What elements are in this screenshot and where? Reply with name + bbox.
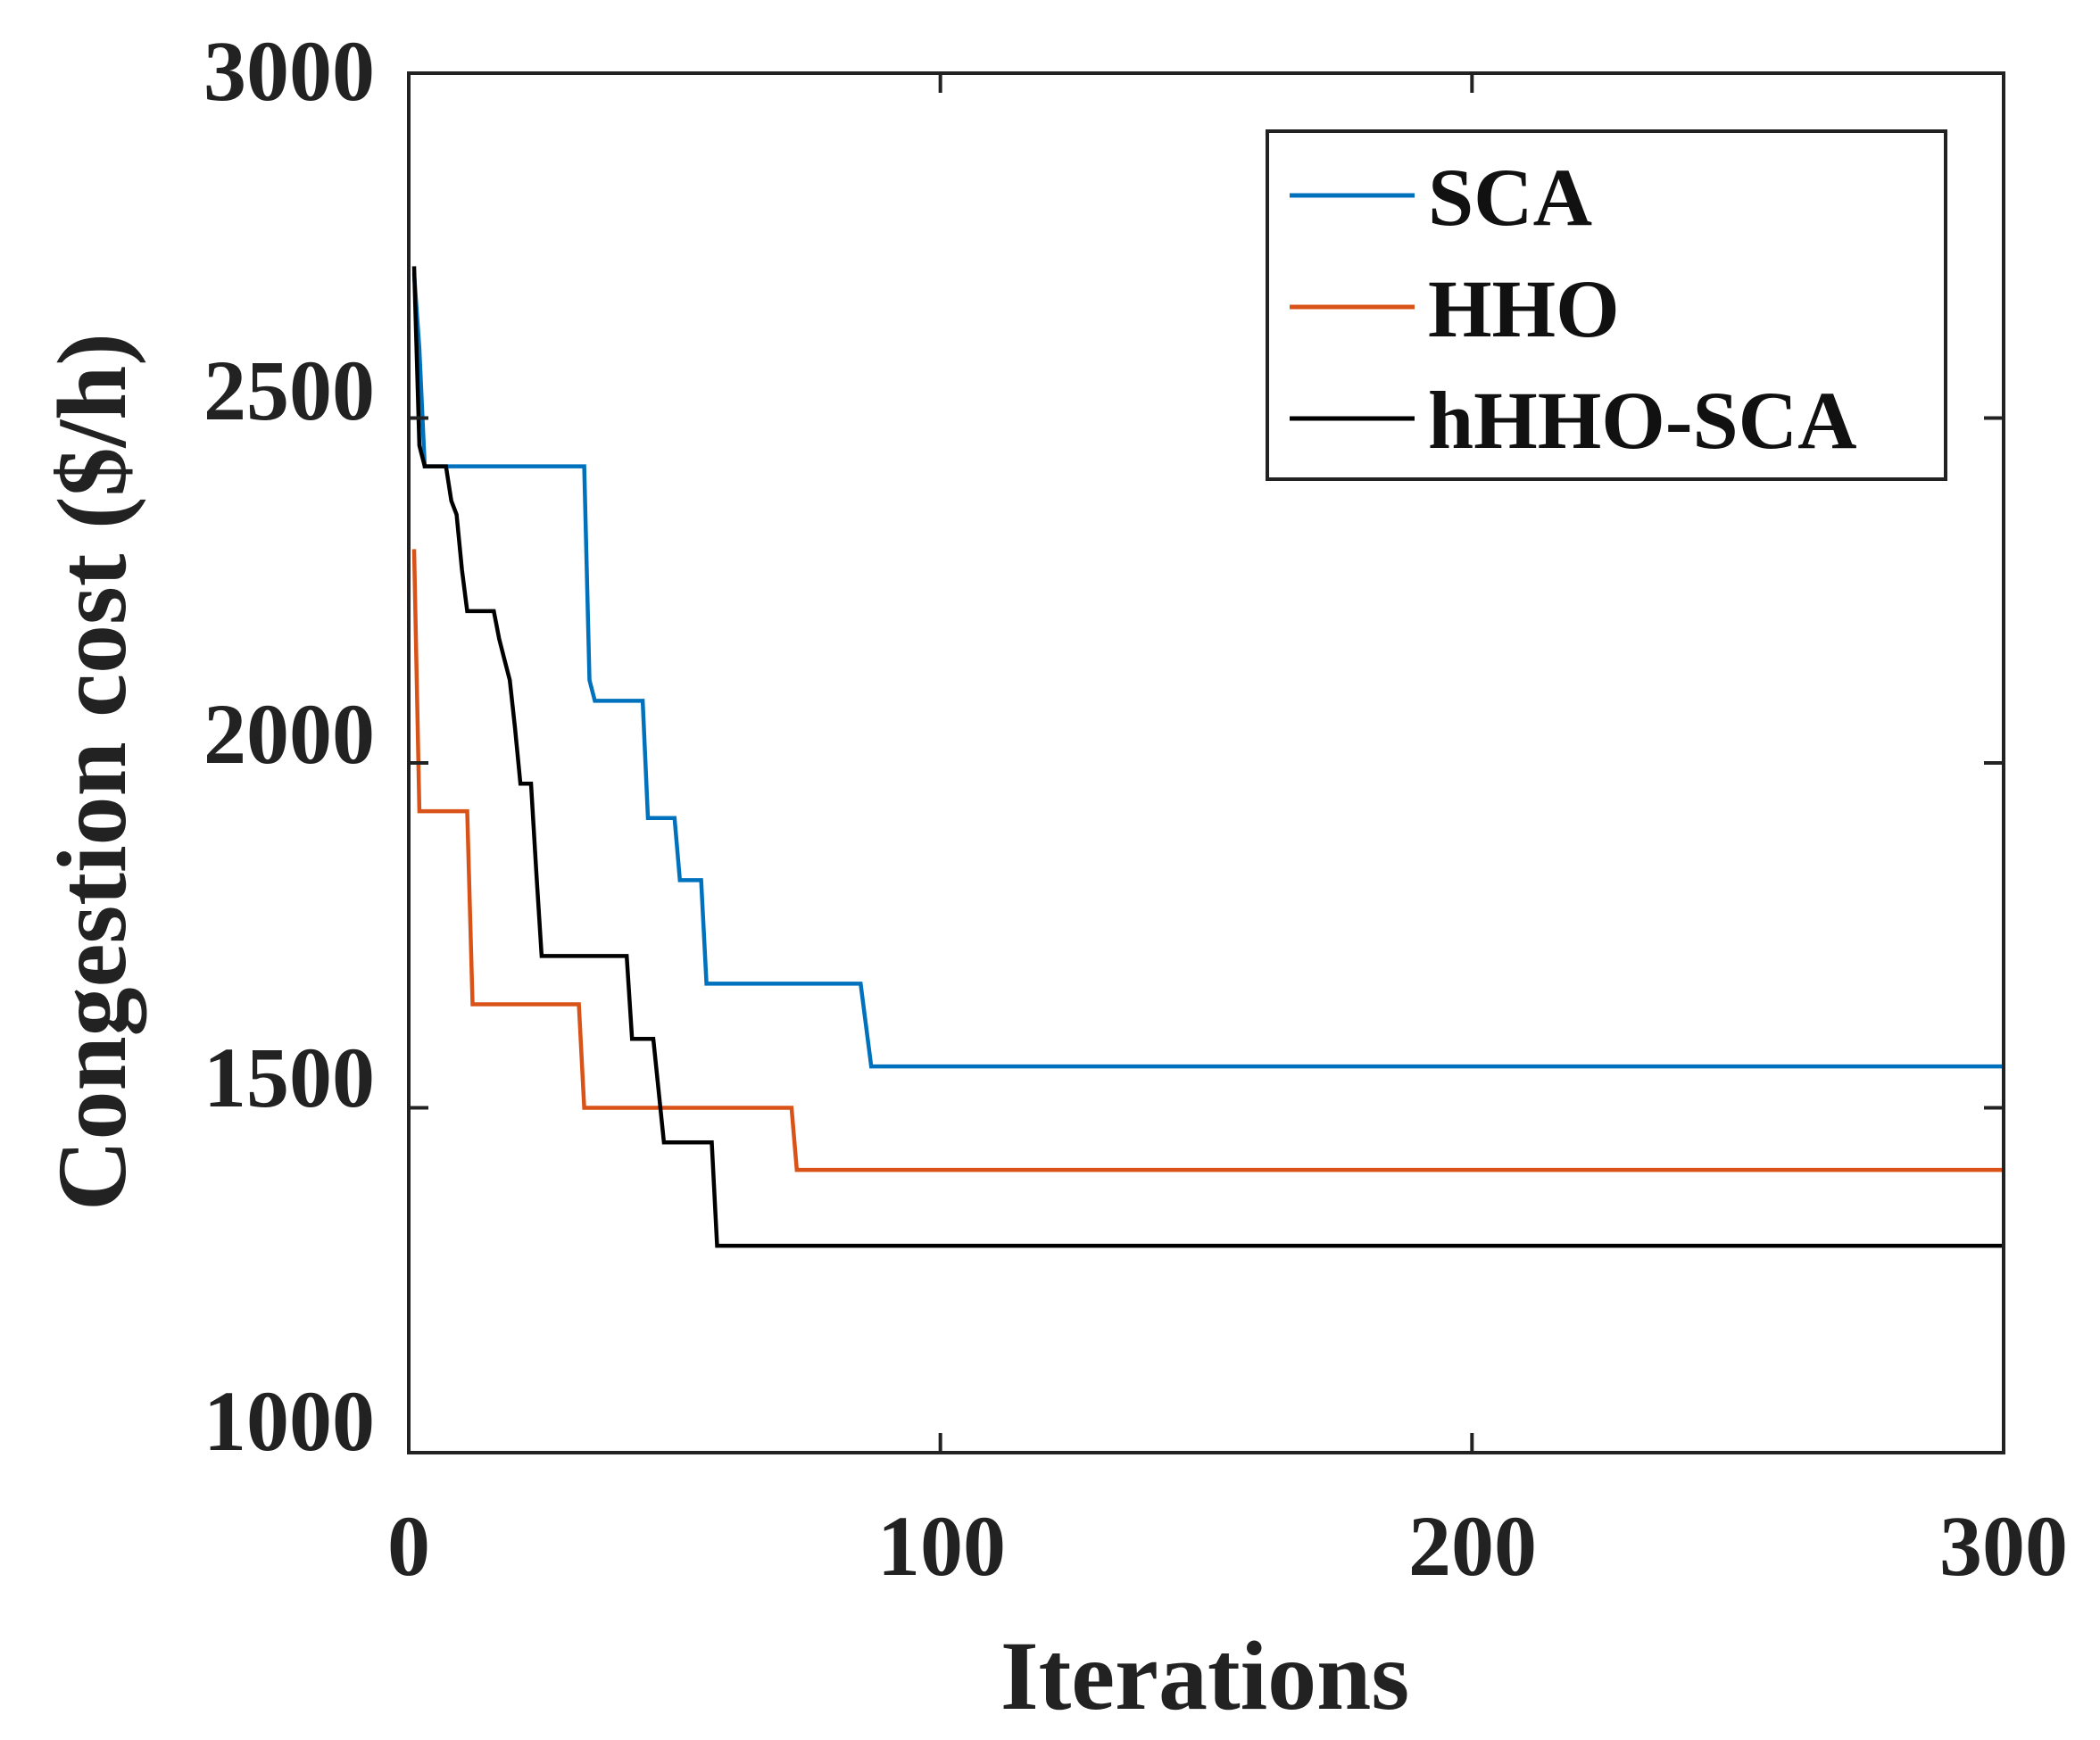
legend-label-hhho-sca: hHHO-SCA bbox=[1428, 375, 1857, 466]
x-tick-label-200: 200 bbox=[1408, 1498, 1537, 1594]
legend-item-hhho-sca: hHHO-SCA bbox=[1290, 375, 1857, 466]
legend-item-sca: SCA bbox=[1290, 152, 1592, 243]
y-tick-label-2000: 2000 bbox=[203, 686, 375, 782]
x-tick-labels: 0 100 200 300 bbox=[387, 1498, 2068, 1594]
x-tick-label-300: 300 bbox=[1939, 1498, 2068, 1594]
series-line-sca bbox=[411, 273, 2004, 1069]
x-tick-label-0: 0 bbox=[387, 1498, 430, 1594]
legend-label-hho: HHO bbox=[1428, 263, 1620, 354]
x-tick-label-100: 100 bbox=[877, 1498, 1006, 1594]
plot-lines bbox=[411, 266, 2004, 1248]
y-tick-label-2500: 2500 bbox=[203, 343, 375, 438]
legend-label-sca: SCA bbox=[1428, 152, 1592, 243]
plot-frame bbox=[407, 71, 2005, 1454]
legend: SCA HHO hHHO-SCA bbox=[1266, 129, 1947, 481]
y-tick-label-1000: 1000 bbox=[203, 1373, 375, 1469]
y-tick-labels: 1000 1500 2000 2500 3000 bbox=[203, 23, 375, 1469]
y-tick-label-3000: 3000 bbox=[203, 23, 375, 119]
legend-item-hho: HHO bbox=[1290, 263, 1620, 354]
y-tick-label-1500: 1500 bbox=[203, 1030, 375, 1125]
series-line-hho bbox=[411, 549, 2004, 1172]
x-axis-title: Iterations bbox=[1000, 1621, 1409, 1730]
y-axis-title: Congestion cost ($/h) bbox=[37, 333, 146, 1211]
series-line-hhho-sca bbox=[411, 266, 2004, 1248]
